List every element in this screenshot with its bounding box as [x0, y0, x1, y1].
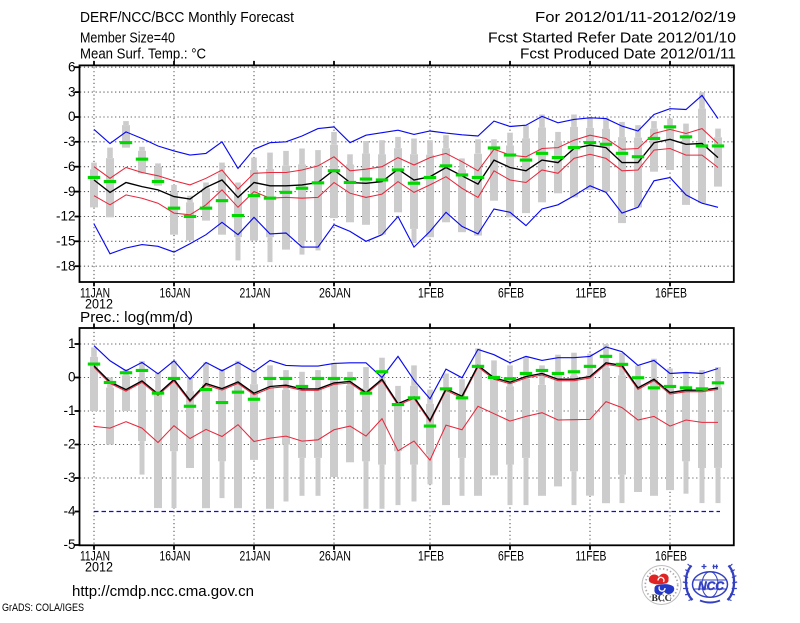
svg-text:Fcst Started Refer Date 2012/0: Fcst Started Refer Date 2012/01/10 — [488, 30, 736, 47]
svg-text:-18: -18 — [56, 258, 76, 273]
svg-text:0: 0 — [68, 109, 76, 124]
svg-text:11FEB: 11FEB — [576, 549, 607, 564]
svg-text:-3: -3 — [63, 134, 75, 149]
svg-text:16JAN: 16JAN — [160, 549, 191, 564]
svg-text:2012: 2012 — [85, 560, 113, 575]
svg-text:DERF/NCC/BCC Monthly Forecast: DERF/NCC/BCC Monthly Forecast — [80, 9, 295, 26]
svg-text:1FEB: 1FEB — [418, 549, 444, 564]
svg-text:3: 3 — [68, 84, 76, 99]
svg-text:Member Size=40: Member Size=40 — [80, 30, 175, 47]
svg-text:Mean Surf. Temp.: °C: Mean Surf. Temp.: °C — [80, 46, 206, 63]
svg-text:1FEB: 1FEB — [418, 286, 444, 301]
svg-text:16FEB: 16FEB — [655, 549, 687, 564]
svg-text:-6: -6 — [63, 159, 75, 174]
svg-text:-12: -12 — [56, 209, 76, 224]
svg-text:1: 1 — [68, 336, 76, 351]
svg-text:-3: -3 — [63, 470, 75, 485]
svg-text:6FEB: 6FEB — [498, 549, 524, 564]
svg-text:11JAN: 11JAN — [80, 549, 110, 564]
svg-text:21JAN: 21JAN — [240, 286, 271, 301]
svg-text:-4: -4 — [63, 504, 75, 519]
svg-text:2012: 2012 — [85, 297, 113, 312]
svg-text:6FEB: 6FEB — [498, 286, 524, 301]
svg-text:21JAN: 21JAN — [240, 549, 271, 564]
svg-text:11JAN: 11JAN — [80, 286, 110, 301]
svg-text:BCC: BCC — [651, 594, 671, 604]
svg-text:-9: -9 — [63, 184, 75, 199]
svg-text:0: 0 — [68, 370, 76, 385]
svg-text:26JAN: 26JAN — [319, 286, 351, 301]
svg-text:NCC: NCC — [698, 579, 724, 593]
svg-text:For 2012/01/11-2012/02/19: For 2012/01/11-2012/02/19 — [535, 9, 736, 26]
svg-text:-2: -2 — [63, 437, 75, 452]
svg-text:11FEB: 11FEB — [576, 286, 607, 301]
svg-text:6: 6 — [68, 59, 76, 74]
svg-text:-1: -1 — [63, 403, 75, 418]
svg-text:Prec.: log(mm/d): Prec.: log(mm/d) — [80, 309, 193, 326]
svg-text:26JAN: 26JAN — [319, 549, 351, 564]
svg-text:16JAN: 16JAN — [160, 286, 191, 301]
svg-text:http://cmdp.ncc.cma.gov.cn: http://cmdp.ncc.cma.gov.cn — [72, 583, 254, 600]
svg-text:Fcst Produced Date 2012/01/11: Fcst Produced Date 2012/01/11 — [520, 46, 736, 63]
svg-text:GrADS: COLA/IGES: GrADS: COLA/IGES — [2, 602, 84, 614]
svg-text:-5: -5 — [63, 537, 75, 552]
svg-text:16FEB: 16FEB — [655, 286, 687, 301]
svg-text:-15: -15 — [56, 234, 76, 249]
